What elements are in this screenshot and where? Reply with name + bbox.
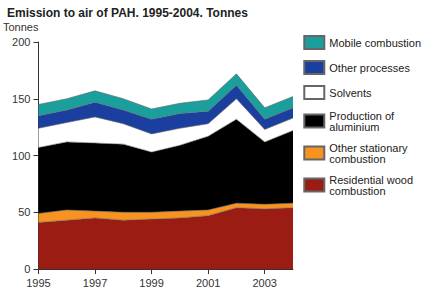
svg-text:Emission to air of PAH. 1995-2: Emission to air of PAH. 1995-2004. Tonne…: [7, 6, 248, 20]
svg-text:aluminium: aluminium: [329, 121, 379, 133]
svg-text:combustion: combustion: [329, 185, 385, 197]
svg-text:Mobile combustion: Mobile combustion: [329, 37, 421, 49]
svg-text:1997: 1997: [83, 277, 107, 289]
svg-text:100: 100: [12, 150, 30, 162]
svg-text:150: 150: [12, 93, 30, 105]
svg-text:Production of: Production of: [329, 109, 398, 122]
svg-text:1995: 1995: [26, 277, 50, 289]
svg-text:Solvents: Solvents: [329, 87, 372, 99]
svg-text:Tonnes: Tonnes: [3, 21, 39, 33]
svg-text:200: 200: [12, 36, 30, 48]
svg-text:1999: 1999: [139, 277, 163, 289]
svg-text:2001: 2001: [196, 277, 220, 289]
svg-text:Other stationary: Other stationary: [329, 141, 411, 154]
svg-text:50: 50: [18, 206, 30, 218]
svg-text:0: 0: [24, 263, 30, 275]
svg-text:2003: 2003: [252, 277, 276, 289]
svg-text:Other processes: Other processes: [329, 62, 410, 74]
svg-text:Residential wood: Residential wood: [329, 173, 417, 186]
svg-text:combustion: combustion: [329, 153, 385, 165]
